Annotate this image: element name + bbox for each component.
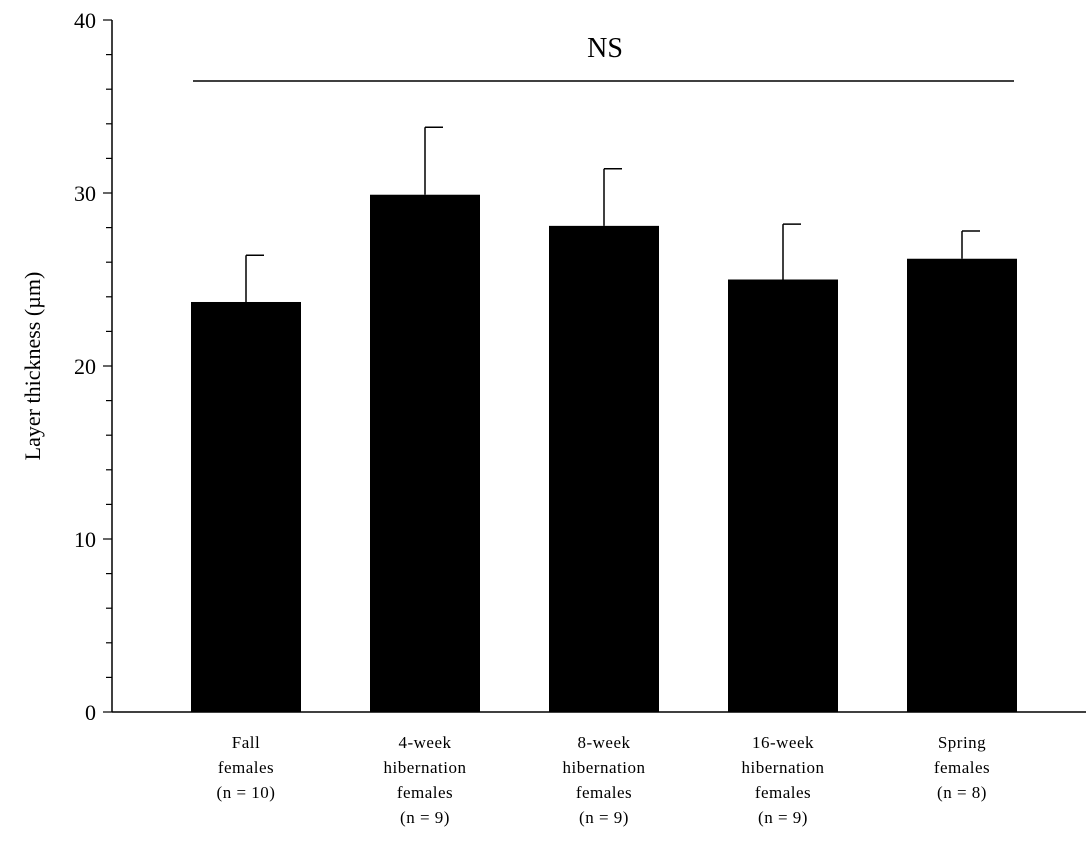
x-category-label: Fall females (n = 10) xyxy=(217,733,276,802)
x-category-labels: Fall females (n = 10) 4-week hibernation fema… xyxy=(217,733,990,827)
x-category-label-line: females xyxy=(397,783,453,802)
x-category-label: Spring females (n = 8) xyxy=(934,733,990,802)
x-category-label: 4-week hibernation females (n = 9) xyxy=(384,733,467,827)
x-category-label-line: hibernation xyxy=(384,758,467,777)
x-category-label: 8-week hibernation females (n = 9) xyxy=(563,733,646,827)
y-tick-label: 20 xyxy=(74,354,96,379)
x-category-label-line: hibernation xyxy=(563,758,646,777)
x-category-label-line: Spring xyxy=(938,733,986,752)
significance-annotation: NS xyxy=(587,33,623,64)
x-category-label: 16-week hibernation females (n = 9) xyxy=(742,733,825,827)
x-category-label-line: females xyxy=(576,783,632,802)
bar xyxy=(370,194,480,713)
x-category-label-line: (n = 8) xyxy=(937,783,987,802)
bar xyxy=(191,301,301,712)
x-category-label-line: (n = 9) xyxy=(758,808,808,827)
y-tick-label: 30 xyxy=(74,181,96,206)
y-tick-label: 10 xyxy=(74,527,96,552)
x-category-label-line: 16-week xyxy=(752,733,814,752)
x-category-label-line: (n = 10) xyxy=(217,783,276,802)
x-category-label-line: Fall xyxy=(232,733,260,752)
x-category-label-line: hibernation xyxy=(742,758,825,777)
x-category-label-line: 4-week xyxy=(398,733,451,752)
bar xyxy=(728,279,838,712)
error-bars xyxy=(245,126,980,302)
y-tick-label: 40 xyxy=(74,8,96,33)
x-category-label-line: 8-week xyxy=(577,733,630,752)
x-category-label-line: (n = 9) xyxy=(400,808,450,827)
x-category-label-line: females xyxy=(755,783,811,802)
x-category-label-line: females xyxy=(934,758,990,777)
x-category-label-line: (n = 9) xyxy=(579,808,629,827)
bar xyxy=(907,258,1017,712)
bars xyxy=(191,194,1017,713)
y-axis-title: Layer thickness (µm) xyxy=(20,272,45,461)
bar xyxy=(549,225,659,712)
y-tick-label: 0 xyxy=(85,700,96,725)
x-category-label-line: females xyxy=(218,758,274,777)
y-ticks: 0 10 20 30 40 xyxy=(74,8,112,725)
